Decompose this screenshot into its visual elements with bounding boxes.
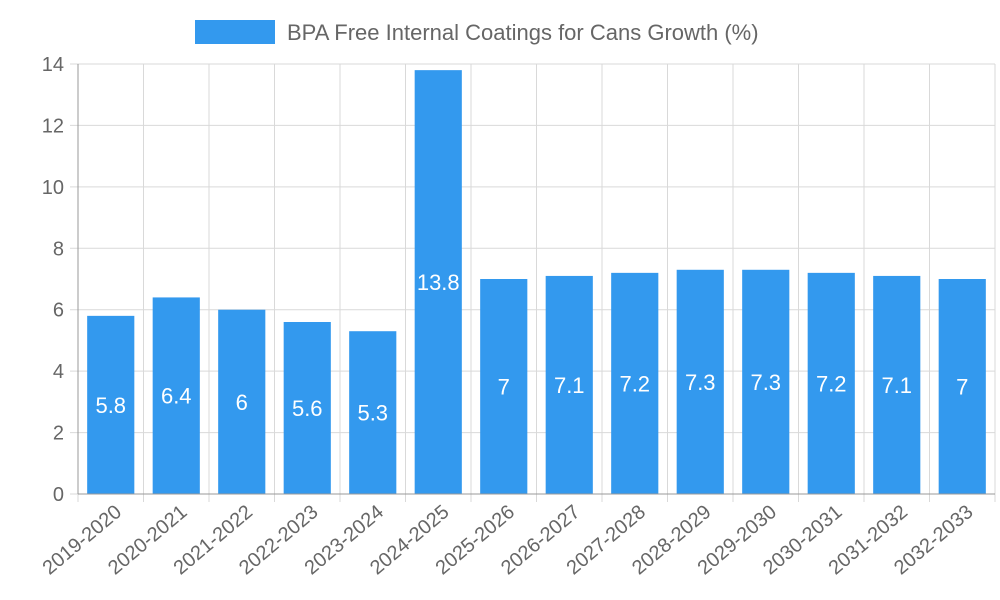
bar <box>807 272 855 494</box>
bar <box>283 322 331 494</box>
bar-data-label: 6.4 <box>161 384 192 409</box>
y-tick-label: 6 <box>53 300 64 322</box>
bar-data-label: 7.3 <box>685 370 716 395</box>
y-tick-label: 14 <box>42 54 64 76</box>
bar-data-label: 7.2 <box>619 371 650 396</box>
y-tick-label: 10 <box>42 177 64 199</box>
bar <box>938 279 986 494</box>
bar-data-label: 13.8 <box>417 270 460 295</box>
y-tick-label: 12 <box>42 115 64 137</box>
y-tick-label: 2 <box>53 423 64 445</box>
legend-swatch <box>195 20 275 44</box>
y-tick-label: 4 <box>53 361 64 383</box>
bar-data-label: 7 <box>498 375 510 400</box>
bar <box>152 297 200 494</box>
bar <box>87 315 135 494</box>
legend: BPA Free Internal Coatings for Cans Grow… <box>195 20 759 45</box>
bar <box>545 275 593 494</box>
bar <box>480 279 528 494</box>
y-tick-label: 0 <box>53 484 64 506</box>
bar <box>349 331 397 494</box>
y-tick-label: 8 <box>53 238 64 260</box>
bars: 5.8 6.4 6 5.6 5.3 13.8 7 7.1 7.2 7.3 7.3 7.2 7.1 7 <box>87 70 986 495</box>
bar <box>676 269 724 494</box>
bar-data-label: 7.2 <box>816 371 847 396</box>
bar <box>611 272 659 494</box>
bar-data-label: 5.6 <box>292 396 323 421</box>
bar-data-label: 7 <box>956 375 968 400</box>
bar-data-label: 6 <box>236 390 248 415</box>
bar <box>742 269 790 494</box>
x-axis-ticks: 2019-20202020-20212021-20222022-20232023… <box>39 501 978 579</box>
bar-data-label: 7.1 <box>881 373 912 398</box>
bar-data-label: 5.3 <box>357 401 388 426</box>
y-axis-ticks: 0 2 4 6 8 10 12 14 <box>42 54 64 506</box>
gridlines <box>70 63 996 502</box>
legend-label: BPA Free Internal Coatings for Cans Grow… <box>287 20 759 45</box>
bar <box>218 309 266 494</box>
bar-data-label: 7.3 <box>750 370 781 395</box>
bar-data-label: 5.8 <box>95 393 126 418</box>
bar <box>873 275 921 494</box>
bar <box>414 70 462 495</box>
bar-data-label: 7.1 <box>554 373 585 398</box>
